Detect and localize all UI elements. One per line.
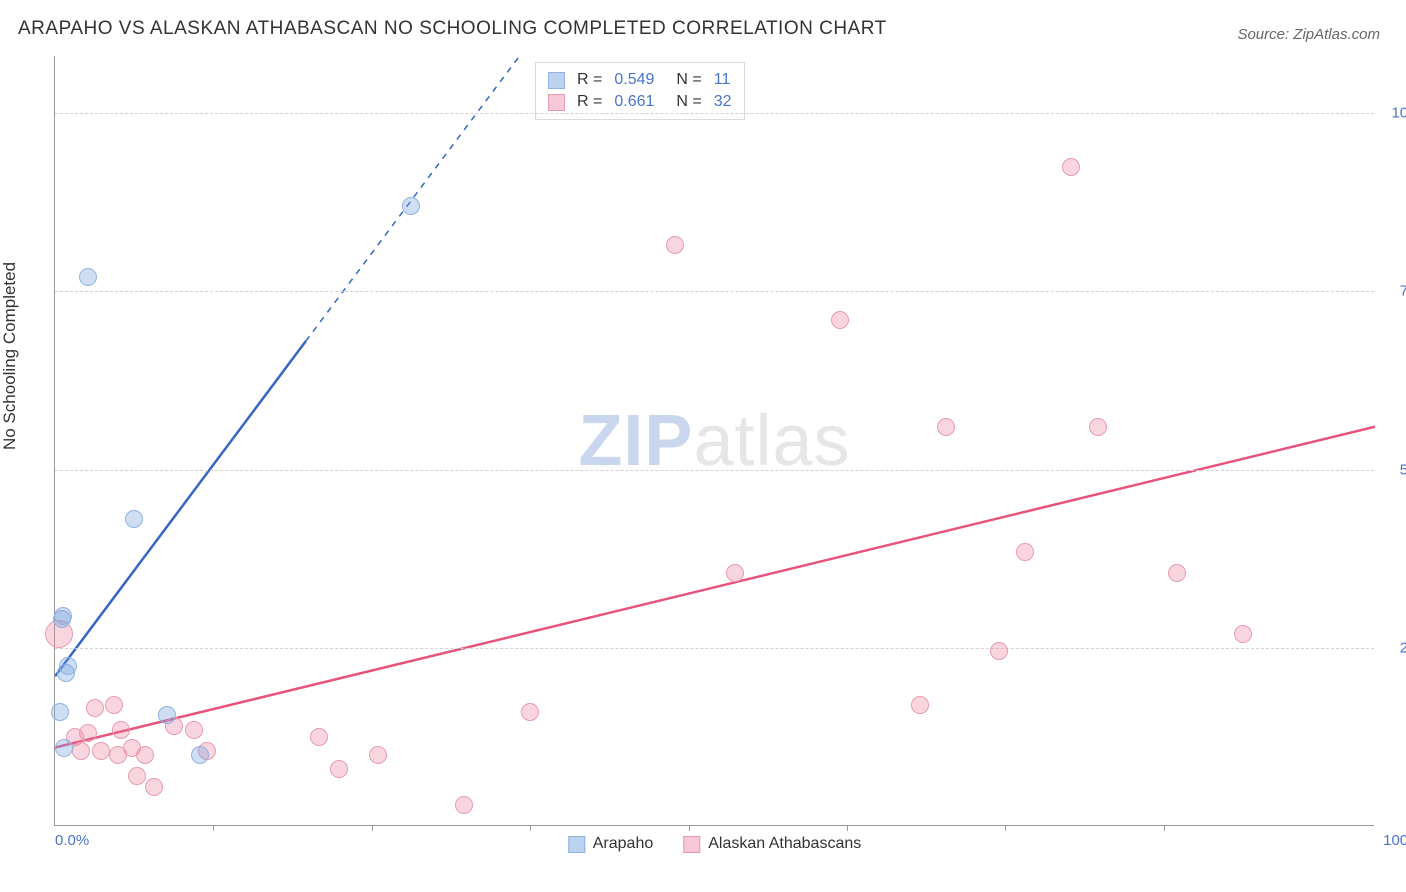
data-point-arapaho bbox=[59, 657, 77, 675]
regression-line bbox=[306, 56, 530, 341]
y-tick-label: 2.5% bbox=[1379, 639, 1406, 656]
series-legend: Arapaho Alaskan Athabascans bbox=[568, 835, 862, 853]
data-point-arapaho bbox=[54, 607, 72, 625]
x-tick-mark bbox=[1005, 825, 1006, 831]
x-tick-mark bbox=[213, 825, 214, 831]
data-point-arapaho bbox=[55, 739, 73, 757]
data-point-athabascan bbox=[185, 721, 203, 739]
n-value-athabascan: 32 bbox=[714, 93, 732, 111]
data-point-athabascan bbox=[1062, 158, 1080, 176]
regression-line bbox=[55, 341, 306, 676]
data-point-athabascan bbox=[145, 778, 163, 796]
data-point-arapaho bbox=[402, 197, 420, 215]
data-point-arapaho bbox=[158, 706, 176, 724]
swatch-arapaho-icon bbox=[568, 836, 585, 853]
y-tick-label: 10.0% bbox=[1379, 105, 1406, 122]
gridline bbox=[55, 648, 1374, 649]
r-value-arapaho: 0.549 bbox=[614, 71, 654, 89]
data-point-arapaho bbox=[51, 703, 69, 721]
gridline bbox=[55, 470, 1374, 471]
x-tick-mark bbox=[372, 825, 373, 831]
data-point-arapaho bbox=[79, 268, 97, 286]
gridline bbox=[55, 113, 1374, 114]
data-point-athabascan bbox=[136, 746, 154, 764]
legend-label-athabascan: Alaskan Athabascans bbox=[708, 835, 861, 853]
n-value-arapaho: 11 bbox=[714, 71, 731, 89]
y-tick-label: 7.5% bbox=[1379, 283, 1406, 300]
data-point-athabascan bbox=[369, 746, 387, 764]
data-point-athabascan bbox=[1089, 418, 1107, 436]
y-axis-label: No Schooling Completed bbox=[0, 262, 20, 450]
data-point-athabascan bbox=[1168, 564, 1186, 582]
stats-legend: R = 0.549 N = 11 R = 0.661 N = 32 bbox=[535, 62, 745, 120]
y-tick-label: 5.0% bbox=[1379, 461, 1406, 478]
data-point-athabascan bbox=[937, 418, 955, 436]
watermark-atlas: atlas bbox=[693, 401, 850, 481]
data-point-athabascan bbox=[911, 696, 929, 714]
x-tick-label: 0.0% bbox=[55, 832, 89, 849]
data-point-athabascan bbox=[1234, 625, 1252, 643]
stats-row-arapaho: R = 0.549 N = 11 bbox=[548, 69, 732, 91]
swatch-athabascan-icon bbox=[548, 94, 565, 111]
data-point-athabascan bbox=[86, 699, 104, 717]
stats-row-athabascan: R = 0.661 N = 32 bbox=[548, 91, 732, 113]
data-point-athabascan bbox=[92, 742, 110, 760]
data-point-athabascan bbox=[666, 236, 684, 254]
legend-label-arapaho: Arapaho bbox=[593, 835, 654, 853]
x-tick-mark bbox=[1164, 825, 1165, 831]
x-tick-label: 100.0% bbox=[1379, 832, 1406, 849]
data-point-athabascan bbox=[726, 564, 744, 582]
swatch-athabascan-icon bbox=[683, 836, 700, 853]
x-tick-mark bbox=[530, 825, 531, 831]
chart-title: ARAPAHO VS ALASKAN ATHABASCAN NO SCHOOLI… bbox=[18, 18, 887, 40]
r-label: R = bbox=[577, 71, 602, 89]
r-label: R = bbox=[577, 93, 602, 111]
data-point-arapaho bbox=[125, 510, 143, 528]
n-label: N = bbox=[676, 71, 701, 89]
data-point-athabascan bbox=[990, 642, 1008, 660]
regression-line bbox=[55, 427, 1375, 748]
x-tick-mark bbox=[689, 825, 690, 831]
regression-lines-svg bbox=[55, 56, 1375, 826]
data-point-athabascan bbox=[79, 724, 97, 742]
data-point-athabascan bbox=[330, 760, 348, 778]
n-label: N = bbox=[676, 93, 701, 111]
legend-item-arapaho: Arapaho bbox=[568, 835, 654, 853]
data-point-athabascan bbox=[128, 767, 146, 785]
x-tick-mark bbox=[847, 825, 848, 831]
data-point-athabascan bbox=[521, 703, 539, 721]
data-point-athabascan bbox=[72, 742, 90, 760]
data-point-athabascan bbox=[1016, 543, 1034, 561]
gridline bbox=[55, 291, 1374, 292]
scatter-plot-area: ZIPatlas R = 0.549 N = 11 R = 0.661 N = … bbox=[54, 56, 1374, 826]
data-point-athabascan bbox=[105, 696, 123, 714]
data-point-athabascan bbox=[112, 721, 130, 739]
data-point-athabascan bbox=[831, 311, 849, 329]
watermark-zip: ZIP bbox=[578, 401, 693, 481]
data-point-athabascan bbox=[455, 796, 473, 814]
r-value-athabascan: 0.661 bbox=[614, 93, 654, 111]
legend-item-athabascan: Alaskan Athabascans bbox=[683, 835, 861, 853]
data-point-arapaho bbox=[191, 746, 209, 764]
data-point-athabascan bbox=[310, 728, 328, 746]
source-label: Source: ZipAtlas.com bbox=[1237, 26, 1380, 43]
swatch-arapaho-icon bbox=[548, 72, 565, 89]
